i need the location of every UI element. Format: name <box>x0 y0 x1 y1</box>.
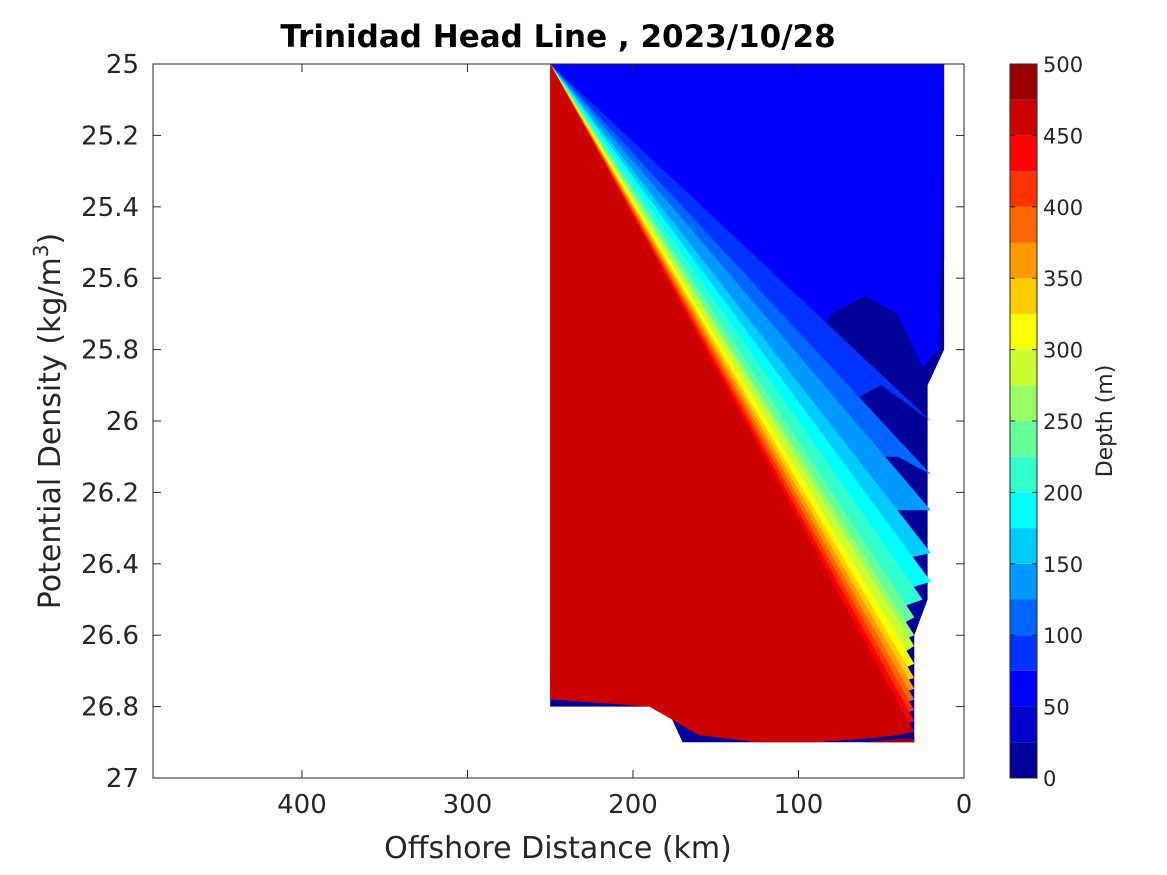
y-axis: 25 25.2 25.4 25.6 25.8 26 26.2 26.4 26.6 26.8 27 <box>81 50 964 794</box>
y-tick-label: 25.4 <box>81 193 139 223</box>
colorbar-band <box>1010 349 1037 386</box>
colorbar-band <box>1010 64 1037 100</box>
colorbar-band <box>1010 242 1037 279</box>
y-axis-label-close: ) <box>33 233 68 245</box>
colorbar-band <box>1010 706 1037 743</box>
colorbar-band <box>1010 492 1037 529</box>
y-tick-label: 26.4 <box>81 550 139 580</box>
colorbar-band <box>1010 670 1037 707</box>
y-tick-label: 26.8 <box>81 693 139 723</box>
x-tick-label: 200 <box>608 790 658 820</box>
colorbar-tick-label: 200 <box>1043 481 1083 505</box>
colorbar-band <box>1010 599 1037 636</box>
colorbar-tick-label: 400 <box>1043 196 1083 220</box>
colorbar-band <box>1010 99 1037 136</box>
y-axis-label-superscript: 3 <box>29 244 53 257</box>
colorbar-tick-label: 100 <box>1043 624 1083 648</box>
colorbar-tick-label: 250 <box>1043 410 1083 434</box>
colorbar-tick-label: 150 <box>1043 553 1083 577</box>
colorbar-tick-label: 50 <box>1043 696 1070 720</box>
x-tick-label: 300 <box>443 790 493 820</box>
x-tick-label: 100 <box>774 790 824 820</box>
x-tick-label: 0 <box>956 790 973 820</box>
y-tick-label: 25.8 <box>81 336 139 366</box>
colorbar-band <box>1010 421 1037 457</box>
colorbar <box>1010 64 1037 778</box>
colorbar-band <box>1010 742 1037 778</box>
colorbar-band <box>1010 563 1037 600</box>
y-tick-label: 25.2 <box>81 121 139 151</box>
y-tick-label: 25 <box>106 50 139 80</box>
y-tick-label: 26.6 <box>81 621 139 651</box>
colorbar-tick-label: 500 <box>1043 53 1083 77</box>
y-tick-label: 25.6 <box>81 264 139 294</box>
x-axis-label: Offshore Distance (km) <box>384 831 732 866</box>
y-tick-label: 26.2 <box>81 478 139 508</box>
y-tick-label: 26 <box>106 407 139 437</box>
x-axis: 400 300 200 100 0 <box>277 64 972 820</box>
contour-region-450 <box>550 64 915 743</box>
y-axis-label: Potential Density (kg/m3) <box>29 233 68 609</box>
x-tick-label: 400 <box>277 790 327 820</box>
colorbar-band <box>1010 135 1037 172</box>
colorbar-tick-label: 350 <box>1043 267 1083 291</box>
colorbar-band <box>1010 206 1037 243</box>
colorbar-band <box>1010 171 1037 207</box>
colorbar-tick-label: 0 <box>1043 767 1056 791</box>
colorbar-band <box>1010 313 1037 350</box>
colorbar-band <box>1010 635 1037 671</box>
contour-fill-layer <box>550 64 945 743</box>
y-tick-label: 27 <box>106 764 139 794</box>
colorbar-band <box>1010 528 1037 564</box>
colorbar-band <box>1010 456 1037 493</box>
y-axis-label-main: Potential Density (kg/m <box>33 257 68 609</box>
chart-title: Trinidad Head Line , 2023/10/28 <box>280 19 835 55</box>
colorbar-ticks: 0 50 100 150 200 250 300 350 400 450 500 <box>1010 53 1083 791</box>
colorbar-label: Depth (m) <box>1093 365 1118 478</box>
contour-region-475 <box>864 738 915 743</box>
colorbar-tick-label: 300 <box>1043 339 1083 363</box>
colorbar-tick-label: 450 <box>1043 124 1083 148</box>
colorbar-band <box>1010 278 1037 314</box>
colorbar-band <box>1010 385 1037 421</box>
